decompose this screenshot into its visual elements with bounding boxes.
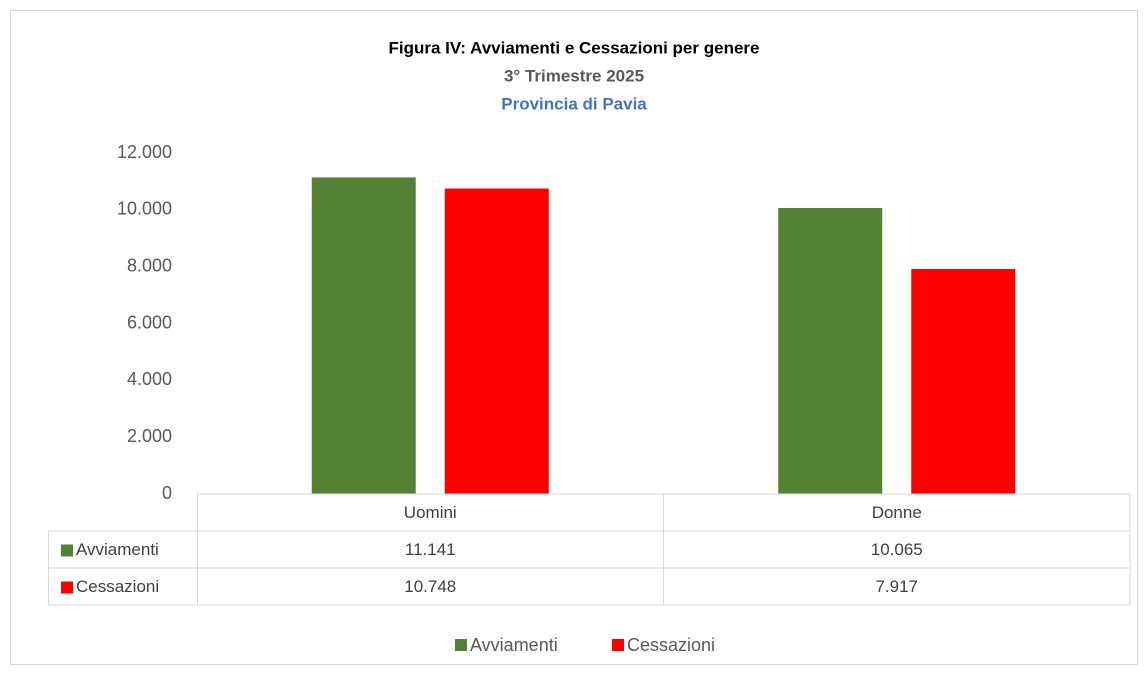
y-tick-label: 2.000 [127, 426, 172, 446]
legend-key [455, 639, 467, 651]
table-value: 7.917 [875, 577, 918, 596]
legend-label: Avviamenti [470, 635, 558, 655]
bar [778, 207, 883, 494]
bar [911, 269, 1016, 494]
chart-subtitle: Provincia di Pavia [501, 94, 647, 113]
legend-key [612, 639, 624, 651]
table-value: 11.141 [405, 540, 456, 559]
legend-key [61, 544, 73, 557]
y-tick-label: 12.000 [117, 142, 172, 162]
chart-title: Figura IV: Avviamenti e Cessazioni per g… [389, 38, 760, 57]
table-value: 10.748 [404, 577, 456, 596]
x-tick-label: Donne [872, 503, 922, 522]
x-tick-label: Uomini [404, 503, 457, 522]
y-tick-label: 0 [162, 483, 172, 503]
y-tick-label: 10.000 [117, 199, 172, 219]
row-label: Avviamenti [76, 540, 159, 559]
row-label: Cessazioni [76, 577, 159, 596]
y-tick-label: 4.000 [127, 369, 172, 389]
legend-key [61, 581, 73, 594]
legend-label: Cessazioni [627, 635, 715, 655]
y-tick-label: 8.000 [127, 255, 172, 275]
bar [311, 177, 416, 494]
chart-subtitle: 3° Trimestre 2025 [504, 66, 644, 85]
y-tick-label: 6.000 [127, 312, 172, 332]
table-value: 10.065 [871, 540, 923, 559]
bar [444, 188, 549, 494]
